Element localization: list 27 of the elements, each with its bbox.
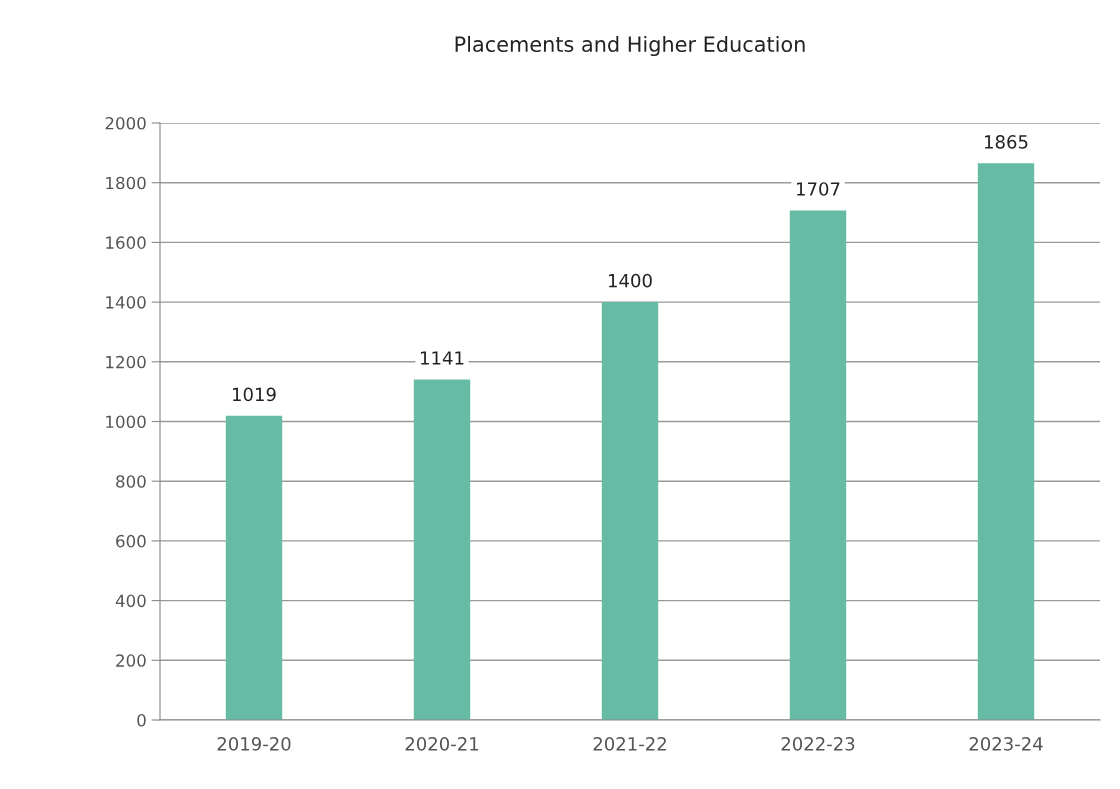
x-tick-label: 2022-23 xyxy=(781,736,855,751)
bar xyxy=(601,302,659,720)
y-tick-label: 1200 xyxy=(106,355,146,369)
bar xyxy=(225,415,283,720)
y-tick-label: 1400 xyxy=(106,296,146,309)
x-tick-label: 2023-24 xyxy=(969,736,1043,751)
y-tick-label: 1600 xyxy=(106,236,146,249)
data-label: 1400 xyxy=(609,273,652,288)
y-tick-label: 1800 xyxy=(106,176,146,190)
data-label: 1865 xyxy=(985,135,1028,149)
bar xyxy=(977,163,1035,720)
y-tick-label: 200 xyxy=(116,654,146,667)
x-tick-label: 2020-21 xyxy=(405,736,479,751)
data-label: 1141 xyxy=(421,351,464,365)
bar xyxy=(413,379,471,720)
x-tick-label: 2021-22 xyxy=(593,736,666,751)
y-tick-label: 1000 xyxy=(106,415,146,429)
y-tick-label: 400 xyxy=(115,594,146,608)
y-tick-label: 600 xyxy=(116,534,146,548)
bar xyxy=(789,210,847,720)
y-tick-label: 0 xyxy=(137,713,146,727)
data-label: 1019 xyxy=(233,387,276,402)
y-tick-label: 800 xyxy=(116,475,146,488)
x-tick-label: 2019-20 xyxy=(217,736,291,751)
y-tick-label: 2000 xyxy=(105,116,146,130)
data-label: 1707 xyxy=(797,182,840,196)
chart-title: Placements and Higher Education xyxy=(455,35,805,57)
